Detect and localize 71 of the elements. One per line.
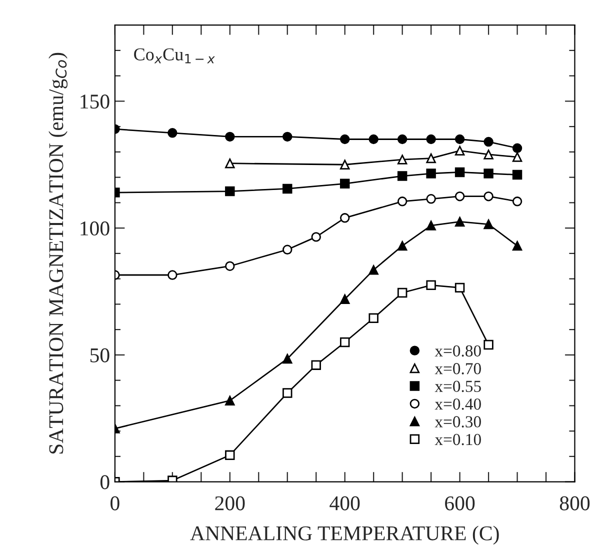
point xyxy=(512,170,522,180)
point xyxy=(512,152,522,162)
legend-label: x=0.30 xyxy=(434,416,481,428)
legend-label: x=0.40 xyxy=(434,398,481,410)
legend-label: x=0.80 xyxy=(434,345,481,357)
point xyxy=(512,240,522,251)
x-tick-label: 600 xyxy=(445,496,475,510)
x-tick-label: 800 xyxy=(560,496,590,510)
point xyxy=(225,132,235,142)
annotation: Co$_{x}$Cu$_{1−x}$ xyxy=(134,48,215,64)
point xyxy=(311,232,321,242)
point xyxy=(426,134,436,144)
point xyxy=(512,143,522,153)
x-tick-label: 0 xyxy=(110,496,120,510)
point xyxy=(282,354,292,364)
point xyxy=(311,360,321,370)
legend-label: x=0.10 xyxy=(434,434,481,446)
y-tick-label: 0 xyxy=(100,475,110,490)
point xyxy=(397,240,408,251)
y-tick-label: 150 xyxy=(80,94,110,109)
legend-label: x=0.55 xyxy=(434,380,481,392)
point xyxy=(484,219,494,230)
x-tick-label: 400 xyxy=(330,496,360,510)
point xyxy=(168,270,178,280)
point xyxy=(225,186,235,196)
point xyxy=(340,213,350,223)
point xyxy=(282,244,292,254)
point xyxy=(484,191,494,202)
point xyxy=(397,171,408,181)
point xyxy=(340,294,350,304)
point xyxy=(225,261,235,271)
point xyxy=(168,128,178,138)
point xyxy=(484,340,494,350)
point xyxy=(340,160,350,170)
point xyxy=(397,154,408,164)
point xyxy=(397,134,408,144)
y-tick-label: 50 xyxy=(90,348,110,362)
point xyxy=(426,220,436,230)
x-tick-label: 200 xyxy=(215,496,245,510)
point xyxy=(397,288,408,298)
x-axis-title: ANNEALING TEMPERATURE (C) xyxy=(190,526,499,545)
point xyxy=(426,194,436,204)
point xyxy=(484,168,494,178)
point xyxy=(282,132,292,142)
point xyxy=(426,280,436,290)
point xyxy=(397,196,408,206)
point xyxy=(454,191,465,202)
point xyxy=(282,388,292,398)
point xyxy=(340,337,350,348)
point xyxy=(426,168,436,178)
point xyxy=(368,265,378,275)
point xyxy=(454,134,465,144)
point xyxy=(225,450,235,460)
point xyxy=(484,150,494,160)
point xyxy=(225,158,235,168)
legend-label: x=0.70 xyxy=(434,363,481,374)
point xyxy=(282,184,292,194)
point xyxy=(512,196,522,206)
point xyxy=(454,146,465,156)
point xyxy=(426,153,436,164)
y-axis-title: SATURATION MAGNETIZATION (emu/g$_{Co}$) xyxy=(48,52,68,454)
y-tick-label: 100 xyxy=(80,221,110,236)
point xyxy=(454,167,465,178)
point xyxy=(368,134,378,144)
point xyxy=(340,178,350,189)
point xyxy=(454,282,465,293)
point xyxy=(454,216,465,227)
point xyxy=(484,136,494,147)
point xyxy=(225,396,235,406)
point xyxy=(340,134,350,144)
point xyxy=(368,313,378,323)
